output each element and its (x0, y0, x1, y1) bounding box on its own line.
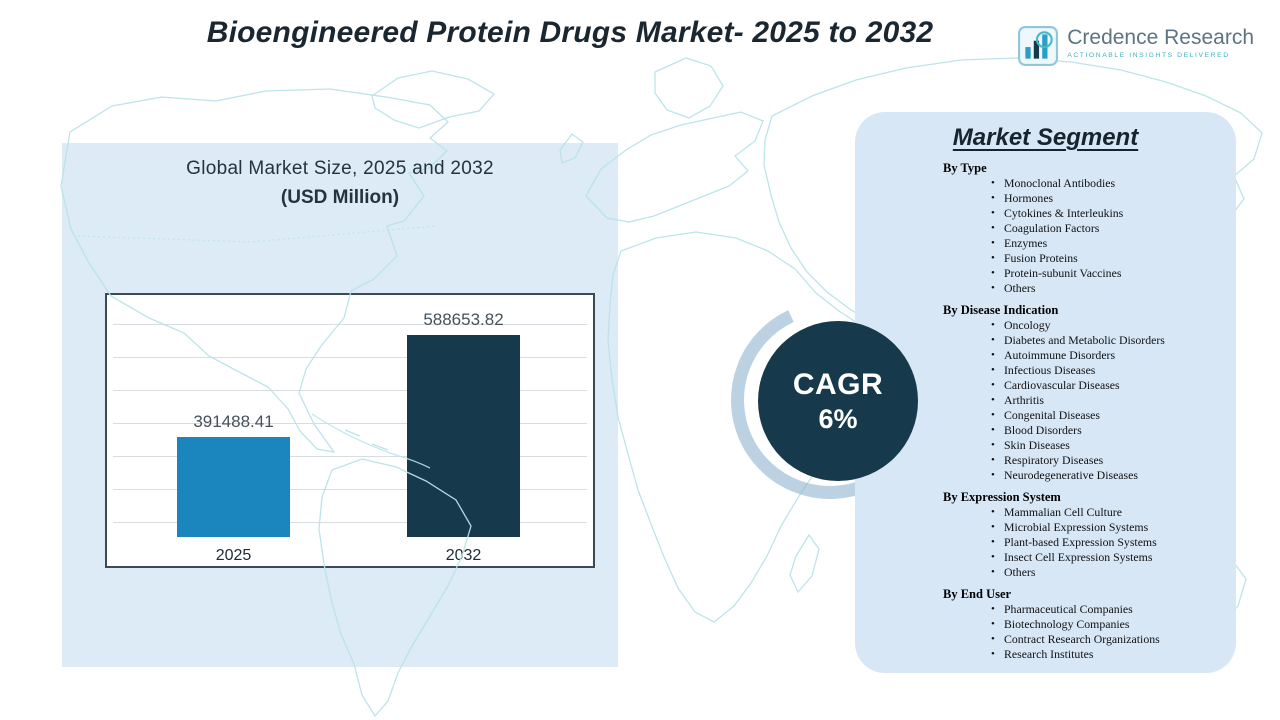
bar-group-2025: 391488.41 2025 (177, 295, 290, 564)
segment-item: Blood Disorders (991, 423, 1216, 438)
segment-group-heading: By Expression System (943, 490, 1061, 504)
segment-item: Coagulation Factors (991, 221, 1216, 236)
chart-subtitle-block: Global Market Size, 2025 and 2032 (USD M… (62, 158, 618, 209)
market-segment-title: Market Segment (952, 124, 1139, 151)
cagr-badge: CAGR 6% (758, 321, 918, 481)
bar-2025 (177, 437, 290, 537)
segment-group-heading: By Disease Indication (943, 303, 1059, 317)
logo-name: Credence Research (1067, 26, 1254, 49)
segment-item: Plant-based Expression Systems (991, 535, 1216, 550)
segment-item: Hormones (991, 191, 1216, 206)
segment-item: Neurodegenerative Diseases (991, 468, 1216, 483)
segment-item: Insect Cell Expression Systems (991, 550, 1216, 565)
segment-group: By Expression SystemMammalian Cell Cultu… (943, 490, 1216, 580)
segment-item: Fusion Proteins (991, 251, 1216, 266)
segment-group: By End UserPharmaceutical CompaniesBiote… (943, 587, 1216, 662)
segment-item-list: Pharmaceutical CompaniesBiotechnology Co… (943, 602, 1216, 662)
segment-group: By Disease IndicationOncologyDiabetes an… (943, 303, 1216, 483)
segment-item: Arthritis (991, 393, 1216, 408)
segment-group: By TypeMonoclonal AntibodiesHormonesCyto… (943, 161, 1216, 296)
segment-item: Protein-subunit Vaccines (991, 266, 1216, 281)
bar-chart: 391488.41 2025 588653.82 2032 (105, 293, 595, 568)
segment-group-heading: By End User (943, 587, 1012, 601)
segment-item: Autoimmune Disorders (991, 348, 1216, 363)
segment-item: Contract Research Organizations (991, 632, 1216, 647)
bar-group-2032: 588653.82 2032 (407, 295, 520, 564)
segment-item: Oncology (991, 318, 1216, 333)
segment-item: Enzymes (991, 236, 1216, 251)
segment-item: Others (991, 565, 1216, 580)
segment-item: Respiratory Diseases (991, 453, 1216, 468)
segment-item: Infectious Diseases (991, 363, 1216, 378)
segment-group-heading: By Type (943, 161, 987, 175)
page-title: Bioengineered Protein Drugs Market- 2025… (206, 16, 934, 49)
segment-item: Cytokines & Interleukins (991, 206, 1216, 221)
segment-item-list: Mammalian Cell CultureMicrobial Expressi… (943, 505, 1216, 580)
segment-item: Others (991, 281, 1216, 296)
segment-item: Mammalian Cell Culture (991, 505, 1216, 520)
cagr-value: 6% (818, 403, 858, 434)
credence-research-logo: Credence Research Actionable Insights De… (1018, 26, 1254, 66)
segment-item: Skin Diseases (991, 438, 1216, 453)
segment-item: Congenital Diseases (991, 408, 1216, 423)
segment-item-list: OncologyDiabetes and Metabolic Disorders… (943, 318, 1216, 483)
chart-units-label: (USD Million) (280, 187, 400, 208)
logo-tagline: Actionable Insights Delivered (1067, 52, 1230, 59)
bar-category-label: 2025 (215, 547, 252, 564)
chart-subtitle: Global Market Size, 2025 and 2032 (186, 158, 494, 179)
segment-item: Monoclonal Antibodies (991, 176, 1216, 191)
segment-item: Cardiovascular Diseases (991, 378, 1216, 393)
logo-chart-icon (1018, 26, 1059, 66)
segment-item: Research Institutes (991, 647, 1216, 662)
cagr-label: CAGR (792, 367, 884, 401)
bar-value-label: 588653.82 (423, 310, 504, 329)
segment-item: Diabetes and Metabolic Disorders (991, 333, 1216, 348)
logo-text: Credence Research Actionable Insights De… (1067, 26, 1254, 59)
bar-category-label: 2032 (445, 547, 482, 564)
segment-item: Microbial Expression Systems (991, 520, 1216, 535)
segment-item: Pharmaceutical Companies (991, 602, 1216, 617)
segment-item: Biotechnology Companies (991, 617, 1216, 632)
bar-value-label: 391488.41 (193, 412, 274, 431)
segment-item-list: Monoclonal AntibodiesHormonesCytokines &… (943, 176, 1216, 296)
bar-2032 (407, 335, 520, 537)
